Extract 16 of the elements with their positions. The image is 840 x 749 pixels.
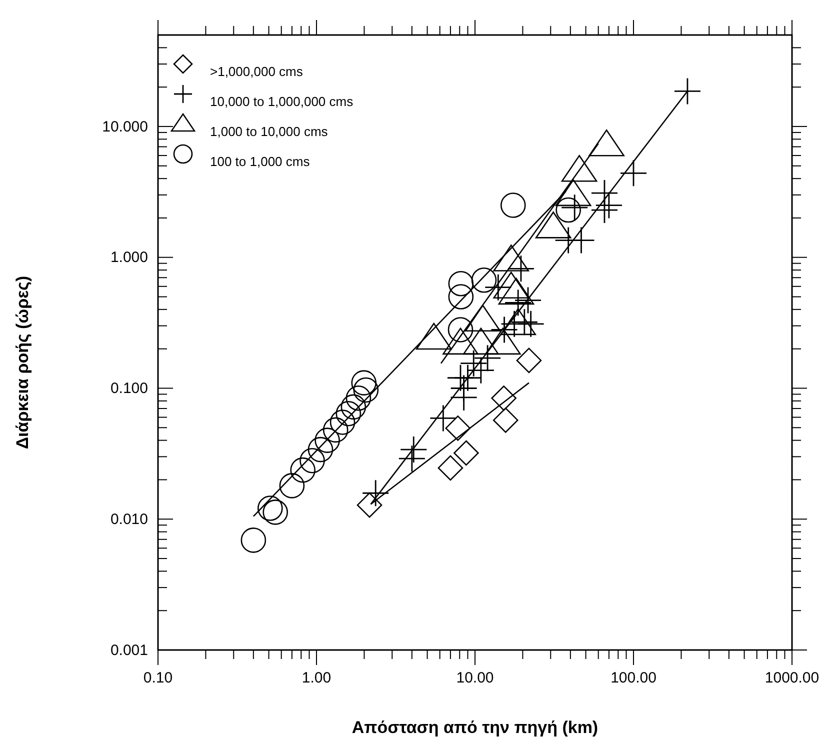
x-axis-title: Απόσταση από την πηγή (km) (352, 718, 598, 737)
legend-label: 1,000 to 10,000 cms (210, 124, 328, 139)
legend-label: 10,000 to 1,000,000 cms (210, 94, 354, 109)
x-tick-label: 100.00 (610, 670, 656, 687)
y-tick-label: 0.010 (110, 510, 148, 528)
legend-label: >1,000,000 cms (210, 64, 304, 79)
y-tick-label: 0.001 (110, 642, 148, 659)
x-tick-label: 1000.00 (764, 670, 820, 687)
x-tick-label: 0.10 (143, 670, 173, 687)
y-tick-label: 10.000 (102, 118, 148, 136)
legend-label: 100 to 1,000 cms (210, 154, 310, 169)
y-axis-title: Διάρκεια ροής (ώρες) (13, 276, 32, 450)
x-tick-label: 1.00 (302, 670, 332, 687)
x-tick-label: 10.00 (456, 670, 494, 687)
y-tick-label: 1.000 (110, 249, 148, 266)
y-tick-label: 0.100 (110, 380, 148, 398)
